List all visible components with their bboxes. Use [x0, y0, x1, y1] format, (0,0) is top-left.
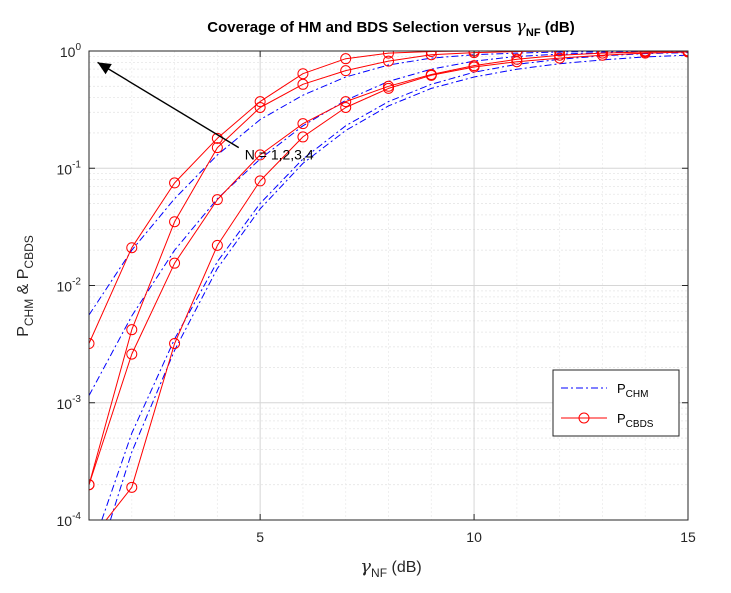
y-tick-label: 100 — [60, 42, 82, 60]
x-axis-title: γNF (dB) — [360, 556, 421, 580]
cbds-marker-n2 — [340, 65, 352, 77]
tick-labels: 5 10 15 10-4 10-3 10-2 10-1 100 — [57, 42, 696, 545]
cbds-marker-n2 — [425, 51, 437, 61]
cbds-marker-n3 — [511, 53, 523, 65]
chm-series-line-n2 — [89, 51, 688, 396]
annotation: N = 1,2,3,4 — [97, 61, 314, 163]
legend-label-chm: PCHM — [617, 381, 648, 400]
cbds-marker-n1 — [383, 51, 394, 59]
cbds-marker-n2 — [596, 51, 608, 57]
cbds-marker-n2 — [211, 142, 223, 154]
cbds-marker-n4 — [254, 175, 266, 187]
cbds-marker-n1 — [126, 242, 138, 254]
cbds-marker-n3 — [254, 149, 266, 161]
cbds-marker-n1 — [89, 338, 95, 350]
chm-series-line-n3 — [101, 52, 688, 520]
x-tick-label: 15 — [680, 529, 696, 545]
x-tick-label: 10 — [466, 529, 482, 545]
cbds-marker-n4 — [169, 338, 181, 350]
annotation-arrow-head — [97, 62, 112, 75]
chart-title: Coverage of HM and BDS Selection versus … — [207, 17, 574, 39]
cbds-marker-n3 — [211, 194, 223, 206]
cbds-marker-n2 — [297, 78, 309, 90]
cbds-marker-n3 — [554, 51, 566, 61]
cbds-marker-n1 — [297, 68, 309, 80]
cbds-marker-n3 — [89, 479, 95, 491]
cbds-series-line-n2 — [89, 51, 688, 485]
cbds-marker-n4 — [297, 131, 309, 143]
cbds-marker-n3 — [126, 348, 138, 360]
series-layer — [89, 51, 688, 520]
cbds-marker-n4 — [383, 82, 394, 94]
cbds-marker-n1 — [425, 51, 437, 58]
cbds-marker-n2 — [169, 216, 181, 228]
cbds-marker-n4 — [425, 69, 437, 81]
cbds-marker-n3 — [340, 96, 352, 108]
cbds-marker-n3 — [169, 257, 181, 269]
cbds-marker-n2 — [254, 101, 266, 113]
cbds-marker-n2 — [554, 51, 566, 57]
legend: PCHM PCBDS — [552, 369, 680, 437]
cbds-marker-n1 — [340, 53, 352, 65]
cbds-marker-n4 — [554, 52, 566, 64]
x-tick-label: 5 — [256, 529, 264, 545]
cbds-marker-n4 — [511, 56, 523, 68]
cbds-series-line-n4 — [105, 51, 688, 520]
cbds-marker-n3 — [297, 118, 309, 130]
legend-marker-cbds — [578, 412, 590, 424]
cbds-marker-n2 — [383, 55, 394, 67]
annotation-label: N = 1,2,3,4 — [245, 147, 314, 163]
cbds-series-line-n3 — [89, 51, 688, 485]
cbds-marker-n2 — [639, 51, 651, 57]
chm-series-line-n4 — [109, 54, 688, 520]
annotation-arrow-line — [97, 61, 240, 149]
cbds-marker-n2 — [468, 51, 480, 59]
cbds-marker-n1 — [511, 51, 523, 57]
series-group — [89, 51, 688, 520]
cbds-marker-n1 — [254, 96, 266, 108]
cbds-marker-n1 — [169, 177, 181, 189]
y-tick-label: 10-3 — [57, 394, 82, 412]
chm-series-line-n1 — [89, 51, 688, 316]
cbds-marker-n4 — [126, 481, 138, 493]
cbds-marker-n4 — [639, 51, 651, 59]
axis-ticks — [89, 50, 689, 521]
cbds-marker-n4 — [211, 239, 223, 251]
y-tick-label: 10-4 — [57, 511, 82, 529]
cbds-marker-n4 — [596, 51, 608, 61]
cbds-series-line-n1 — [89, 51, 688, 344]
legend-box — [552, 369, 680, 437]
cbds-marker-n4 — [682, 51, 688, 58]
legend-label-cbds: PCBDS — [617, 411, 654, 430]
cbds-marker-n4 — [340, 101, 352, 113]
y-tick-label: 10-1 — [57, 159, 82, 177]
cbds-marker-n4 — [468, 61, 480, 73]
y-axis-title: PCHM & PCBDS — [15, 235, 36, 337]
y-tick-label: 10-2 — [57, 277, 82, 295]
cbds-marker-n2 — [126, 324, 138, 336]
